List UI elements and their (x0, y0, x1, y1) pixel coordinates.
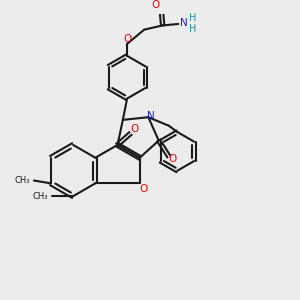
Text: H: H (190, 24, 197, 34)
Text: O: O (152, 0, 160, 10)
Text: N: N (147, 111, 155, 121)
Text: O: O (139, 184, 147, 194)
Text: H: H (190, 13, 197, 23)
Text: O: O (130, 124, 139, 134)
Text: O: O (123, 34, 131, 44)
Text: CH₃: CH₃ (15, 176, 30, 185)
Text: CH₃: CH₃ (33, 192, 48, 201)
Text: N: N (180, 17, 187, 28)
Text: O: O (169, 154, 177, 164)
